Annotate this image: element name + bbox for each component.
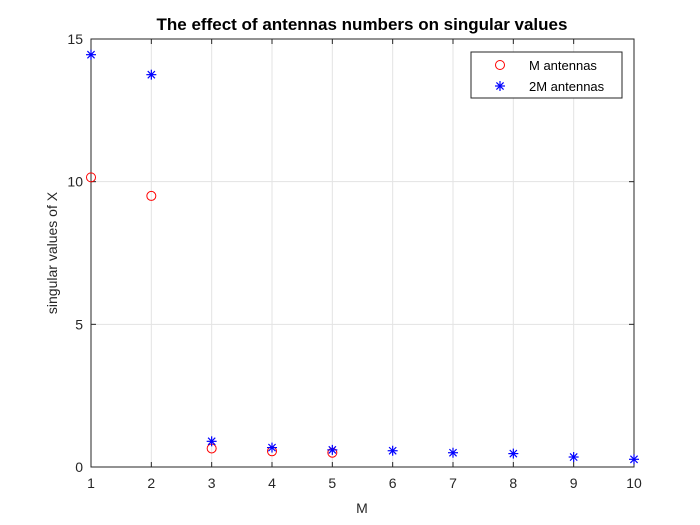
y-tick-label: 0 (75, 459, 83, 475)
x-tick-label: 6 (389, 475, 397, 491)
legend-marker-m-antennas (495, 60, 505, 70)
data-point-m-antennas (146, 190, 157, 201)
x-tick-label: 2 (147, 475, 155, 491)
legend-marker-2m-antennas (495, 81, 505, 91)
data-point-2m-antennas (387, 445, 398, 456)
x-tick-label: 3 (208, 475, 216, 491)
x-axis-label: M (356, 500, 368, 516)
y-tick-label: 5 (75, 316, 83, 332)
data-point-m-antennas (86, 172, 96, 183)
data-point-2m-antennas (206, 436, 217, 447)
plot-frame (90, 38, 635, 468)
x-tick-label: 4 (268, 475, 276, 491)
legend: M antennas 2M antennas (470, 51, 623, 99)
data-point-2m-antennas (86, 49, 96, 60)
x-tick-label: 5 (328, 475, 336, 491)
x-tick-label: 1 (87, 475, 95, 491)
legend-label-m-antennas: M antennas (529, 58, 597, 73)
series (86, 49, 639, 465)
legend-circle-marker (495, 60, 505, 70)
data-point-2m-antennas (448, 447, 458, 458)
y-axis-label: singular values of X (44, 191, 60, 314)
x-tick-label: 8 (509, 475, 517, 491)
data-point-2m-antennas (568, 452, 579, 463)
axis-ticks: 1 2 3 4 5 6 7 8 9 10 0 5 10 15 (67, 31, 642, 491)
x-tick-label: 10 (626, 475, 642, 491)
chart-title: The effect of antennas numbers on singul… (157, 15, 568, 34)
data-point-2m-antennas (508, 448, 519, 459)
legend-label-2m-antennas: 2M antennas (529, 79, 605, 94)
series-1 (86, 49, 639, 465)
data-point-2m-antennas (327, 444, 338, 455)
data-point-2m-antennas (629, 454, 639, 465)
y-tick-label: 10 (67, 174, 83, 190)
legend-box (470, 51, 623, 99)
legend-asterisk-marker (495, 81, 505, 91)
data-point-2m-antennas (267, 442, 277, 453)
y-tick-label: 15 (67, 31, 83, 47)
data-point-2m-antennas (146, 69, 157, 80)
x-tick-label: 7 (449, 475, 457, 491)
x-tick-label: 9 (570, 475, 578, 491)
plot-area (91, 39, 634, 467)
